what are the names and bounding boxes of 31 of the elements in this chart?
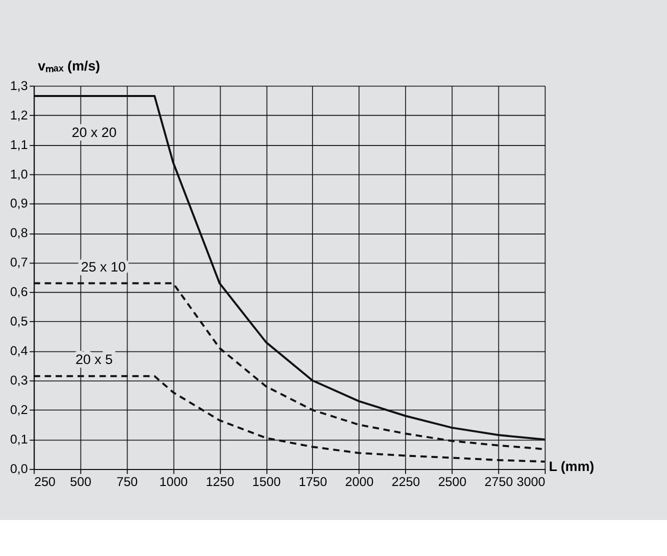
y-tick-label: 0,4	[10, 343, 28, 358]
y-tick-label: 0,0	[10, 461, 28, 476]
line-series	[32, 95, 546, 440]
y-tick-label: 1,3	[10, 78, 28, 93]
x-tick-label: 2250	[392, 474, 420, 489]
x-tick-label: 2500	[438, 474, 466, 489]
y-tick-label: 0,3	[10, 372, 28, 388]
y-tick-label: 0,1	[10, 432, 28, 447]
y-tick-label: 1,0	[10, 166, 28, 182]
x-tick-label: 750	[116, 474, 138, 489]
x-tick-label: 1250	[206, 474, 234, 489]
y-tick-label: 0,9	[10, 196, 28, 211]
x-tick-label: 2750	[484, 474, 513, 489]
y-tick-label: 1,1	[10, 136, 28, 152]
x-tick-label: 1500	[252, 474, 281, 489]
line-series	[32, 375, 546, 463]
y-axis-title: vₘₐₓ (m/s)	[38, 58, 100, 74]
x-axis-title: L (mm)	[548, 459, 594, 474]
x-tick-label: 2000	[345, 474, 374, 489]
y-tick-label: 1,2	[10, 107, 28, 122]
y-tick-label: 0,5	[10, 314, 28, 329]
y-tick-label: 0,6	[10, 284, 28, 300]
x-tick-label: 500	[70, 474, 92, 489]
series-label: 25 x 10	[81, 259, 126, 274]
y-tick-label: 0,8	[10, 225, 28, 240]
y-tick-label: 0,7	[10, 254, 28, 270]
x-tick-label: 250	[34, 474, 56, 489]
y-tick-label: 0,2	[10, 402, 28, 418]
x-tick-label: 3000	[516, 474, 546, 489]
x-tick-label: 1000	[159, 474, 188, 489]
x-tick-label: 1750	[298, 474, 328, 489]
